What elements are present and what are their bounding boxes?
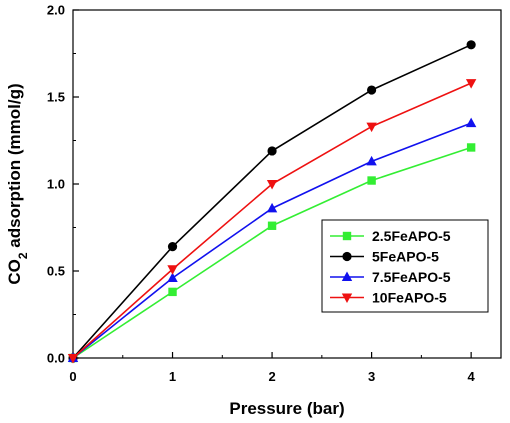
x-tick-label: 1 <box>169 369 176 384</box>
data-point <box>366 155 377 166</box>
y-axis-title-post: adsorption (mmol/g) <box>5 83 24 252</box>
data-point <box>167 272 178 282</box>
y-tick-label: 1.5 <box>47 90 65 105</box>
data-point <box>366 122 377 133</box>
series-5FeAPO-5 <box>68 40 476 363</box>
legend: 2.5FeAPO-5 5FeAPO-5 7.5FeAPO-5 10FeAPO-5 <box>321 219 489 313</box>
y-axis-title-pre: CO <box>5 259 24 285</box>
legend-marker <box>341 293 353 303</box>
data-point <box>367 85 377 95</box>
data-point <box>465 79 477 89</box>
legend-label: 2.5FeAPO-5 <box>372 228 451 244</box>
data-point <box>466 40 476 50</box>
x-tick-label: 4 <box>468 369 476 384</box>
legend-label: 5FeAPO-5 <box>372 249 439 265</box>
data-point <box>67 354 79 364</box>
legend-marker <box>342 251 352 262</box>
x-tick-label: 2 <box>268 369 275 384</box>
data-point <box>167 265 178 275</box>
data-point <box>465 117 477 128</box>
y-tick-label: 1.0 <box>47 177 65 192</box>
data-point <box>168 287 177 297</box>
data-point <box>266 202 278 213</box>
x-tick-label: 3 <box>368 369 375 384</box>
y-axis-title-sub: 2 <box>16 252 30 259</box>
y-tick-label: 2.0 <box>47 3 65 18</box>
series-10FeAPO-5 <box>67 79 477 364</box>
x-axis-title: Pressure (bar) <box>229 399 344 418</box>
legend-label: 7.5FeAPO-5 <box>372 269 451 285</box>
data-point <box>266 180 278 190</box>
y-tick-label: 0.5 <box>47 264 65 279</box>
data-point <box>466 143 476 152</box>
legend-marker <box>342 231 352 241</box>
legend-marker <box>341 271 353 281</box>
y-axis-title: CO2 adsorption (mmol/g) <box>5 83 30 284</box>
data-point <box>367 176 376 185</box>
legend-label: 10FeAPO-5 <box>372 290 447 306</box>
x-tick-label: 0 <box>69 369 76 384</box>
y-tick-label: 0.0 <box>47 351 65 366</box>
series-layer <box>67 40 477 364</box>
series-7.5FeAPO-5 <box>67 117 477 362</box>
data-point <box>267 146 277 156</box>
data-point <box>167 242 178 252</box>
data-point <box>267 221 277 230</box>
